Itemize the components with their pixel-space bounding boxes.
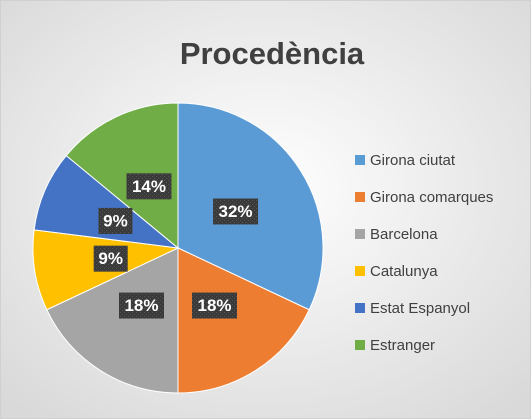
legend-label: Girona comarques (370, 189, 493, 206)
data-label-box (93, 245, 128, 272)
data-label-box (98, 207, 133, 234)
legend-label: Girona ciutat (370, 152, 456, 169)
legend-swatch (355, 229, 365, 239)
legend-label: Estranger (370, 337, 435, 354)
legend-label: Barcelona (370, 226, 438, 243)
data-label: 32% (219, 202, 253, 221)
pie-slice (33, 154, 180, 249)
chart-title: Procedència (180, 36, 365, 71)
data-label: 18% (124, 296, 158, 315)
data-label: 18% (198, 296, 232, 315)
legend-label: Estat Espanyol (370, 300, 470, 317)
legend-swatch (355, 340, 365, 350)
data-label-box (118, 292, 164, 319)
pie-slice (65, 102, 179, 250)
pie-slice (177, 247, 310, 394)
legend-swatch (355, 303, 365, 313)
legend-label: Catalunya (370, 263, 438, 280)
legend-swatch (355, 155, 365, 165)
data-label: 9% (103, 211, 128, 230)
pie-slice (46, 247, 179, 394)
data-label-box (192, 292, 238, 319)
data-label: 9% (98, 249, 123, 268)
data-label-box (126, 173, 172, 200)
legend-swatch (355, 266, 365, 276)
data-label-box (213, 198, 259, 225)
data-label: 14% (132, 177, 166, 196)
legend-swatch (355, 192, 365, 202)
